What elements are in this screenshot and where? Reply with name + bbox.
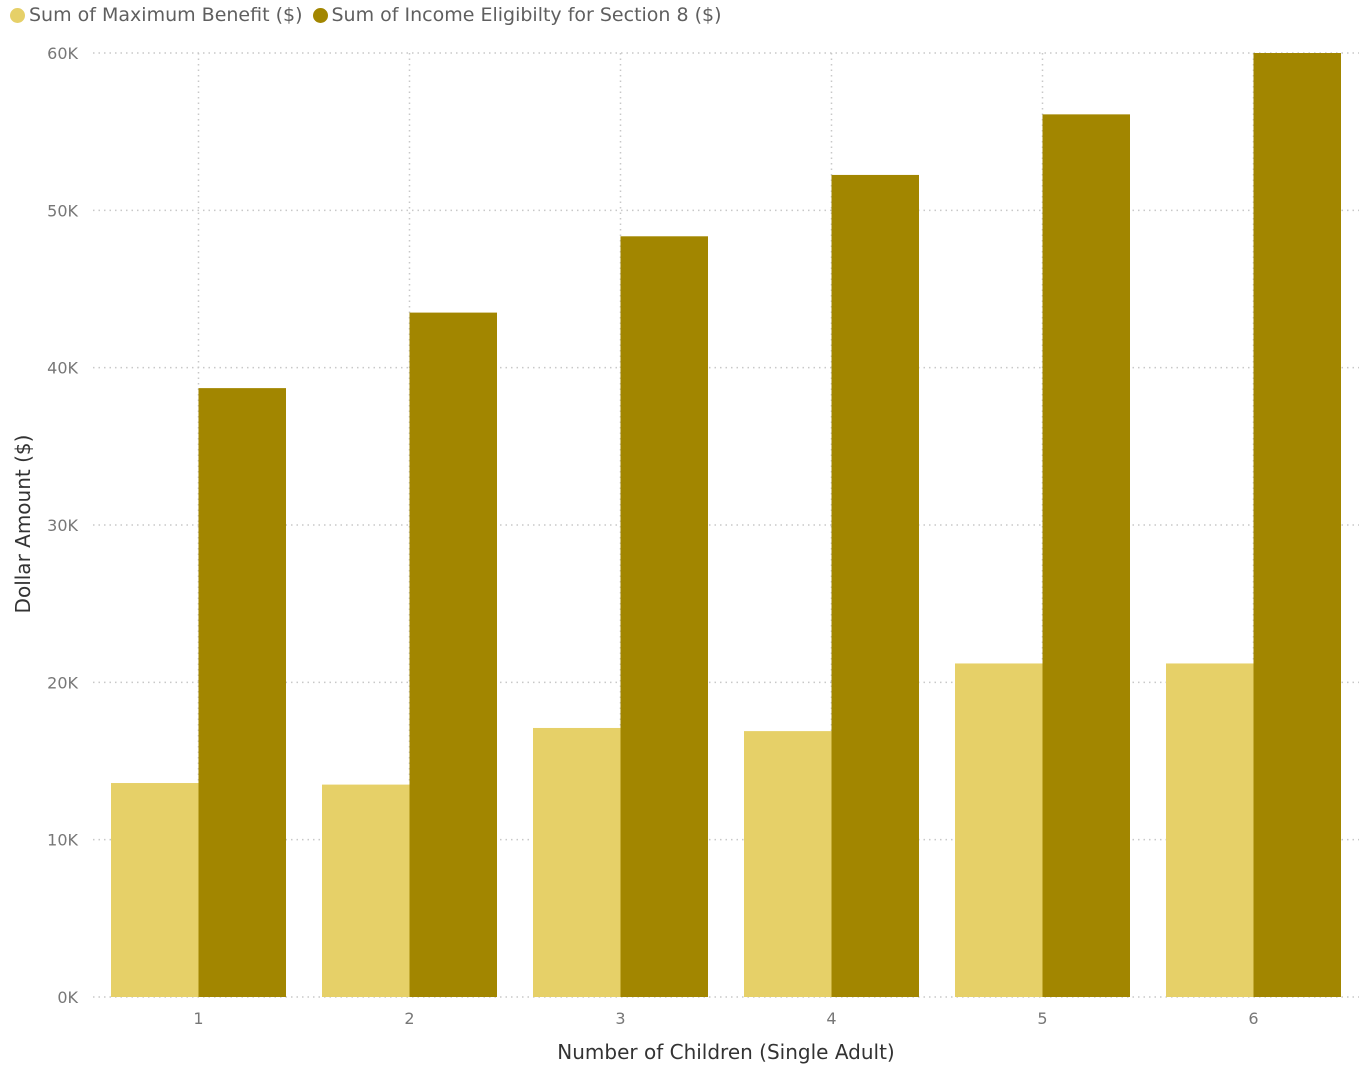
x-tick-label: 4 (826, 1009, 836, 1028)
y-axis-title: Dollar Amount ($) (11, 435, 35, 614)
legend: Sum of Maximum Benefit ($) Sum of Income… (10, 4, 732, 26)
bar-maximum-benefit[interactable] (1166, 663, 1254, 997)
legend-item-maximum-benefit[interactable]: Sum of Maximum Benefit ($) (10, 4, 303, 26)
bar-maximum-benefit[interactable] (111, 783, 199, 997)
bar-maximum-benefit[interactable] (744, 731, 832, 997)
bar-maximum-benefit[interactable] (533, 727, 621, 997)
bar-income-eligibility[interactable] (198, 388, 287, 997)
bars (111, 53, 1342, 998)
x-tick-label: 3 (615, 1009, 625, 1028)
y-tick-label: 50K (47, 201, 78, 220)
x-axis-ticks: 1 2 3 4 5 6 (193, 1009, 1258, 1028)
legend-label-income-eligibility: Sum of Income Eligibilty for Section 8 (… (331, 4, 722, 26)
legend-label-maximum-benefit: Sum of Maximum Benefit ($) (29, 4, 303, 26)
x-tick-label: 2 (404, 1009, 414, 1028)
y-tick-label: 20K (47, 673, 78, 692)
legend-swatch-income-eligibility (312, 7, 328, 23)
y-tick-label: 0K (57, 988, 78, 1007)
y-tick-label: 40K (47, 359, 78, 378)
legend-item-income-eligibility[interactable]: Sum of Income Eligibilty for Section 8 (… (312, 4, 722, 26)
bar-income-eligibility[interactable] (831, 174, 920, 997)
x-tick-label: 1 (193, 1009, 203, 1028)
x-tick-label: 6 (1248, 1009, 1258, 1028)
bar-income-eligibility[interactable] (1042, 114, 1131, 998)
y-tick-label: 10K (47, 831, 78, 850)
bar-income-eligibility[interactable] (620, 236, 709, 997)
bar-maximum-benefit[interactable] (955, 663, 1043, 997)
bar-maximum-benefit[interactable] (322, 784, 410, 997)
bar-income-eligibility[interactable] (409, 312, 498, 998)
y-tick-label: 60K (47, 44, 78, 63)
y-tick-label: 30K (47, 516, 78, 535)
y-axis-ticks: 0K 10K 20K 30K 40K 50K 60K (47, 44, 78, 1007)
x-axis-title: Number of Children (Single Adult) (557, 1040, 894, 1064)
legend-swatch-maximum-benefit (10, 7, 25, 23)
x-tick-label: 5 (1037, 1009, 1047, 1028)
bar-income-eligibility[interactable] (1253, 53, 1342, 997)
